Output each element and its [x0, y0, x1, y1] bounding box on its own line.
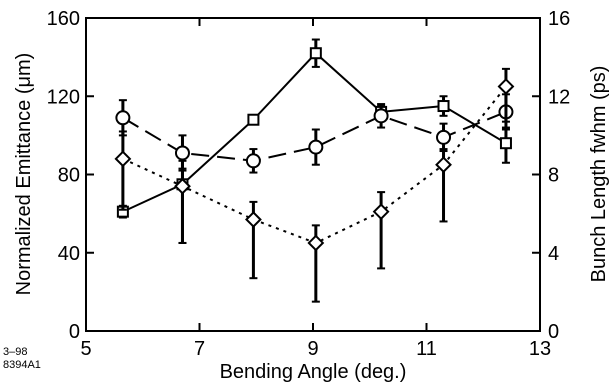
series-circle — [115, 93, 514, 174]
x-tick-label: 5 — [80, 338, 91, 360]
y-axis-label-right: Bunch Length fwhm (ps) — [588, 66, 610, 283]
data-point-diamond — [435, 156, 452, 174]
x-tick-label: 9 — [307, 338, 318, 360]
data-point-diamond — [174, 177, 191, 195]
y-tick-label-left: 40 — [58, 243, 80, 265]
data-point-square — [499, 137, 512, 150]
x-tick-label: 13 — [529, 338, 551, 360]
data-point-diamond — [307, 234, 325, 252]
data-point-circle — [245, 153, 261, 169]
y-tick-label-right: 4 — [548, 243, 559, 265]
x-tick-label: 7 — [194, 338, 205, 360]
data-point-circle — [373, 108, 389, 124]
figure-code-line1: 3–98 — [3, 346, 27, 358]
series-diamond — [114, 67, 515, 303]
data-point-circle — [436, 129, 452, 145]
series-layer — [114, 38, 515, 303]
data-point-square — [437, 100, 450, 113]
y-tick-label-right: 16 — [548, 8, 570, 30]
x-tick-label: 11 — [416, 338, 437, 360]
data-point-diamond — [114, 150, 132, 168]
data-point-diamond — [372, 203, 390, 221]
y-tick-label-right: 8 — [548, 165, 559, 187]
x-axis-label: Bending Angle (deg.) — [220, 361, 407, 383]
data-point-circle — [308, 139, 324, 155]
data-point-square — [309, 47, 322, 60]
y-tick-label-left: 120 — [47, 86, 80, 108]
data-point-circle — [115, 110, 131, 126]
data-point-circle — [174, 145, 190, 161]
y-tick-label-left: 0 — [69, 321, 80, 343]
y-tick-label-left: 160 — [47, 8, 80, 30]
y-tick-label-right: 12 — [548, 86, 570, 108]
data-point-diamond — [497, 78, 515, 95]
data-point-diamond — [244, 211, 262, 228]
figure-code-line2: 8394A1 — [3, 359, 41, 371]
y-tick-label-left: 80 — [58, 165, 80, 187]
y-tick-label-right: 0 — [548, 321, 559, 343]
plot-frame — [85, 17, 541, 332]
data-point-square — [247, 113, 260, 126]
y-axis-label-left: Normalized Emittance (μm) — [13, 53, 35, 296]
